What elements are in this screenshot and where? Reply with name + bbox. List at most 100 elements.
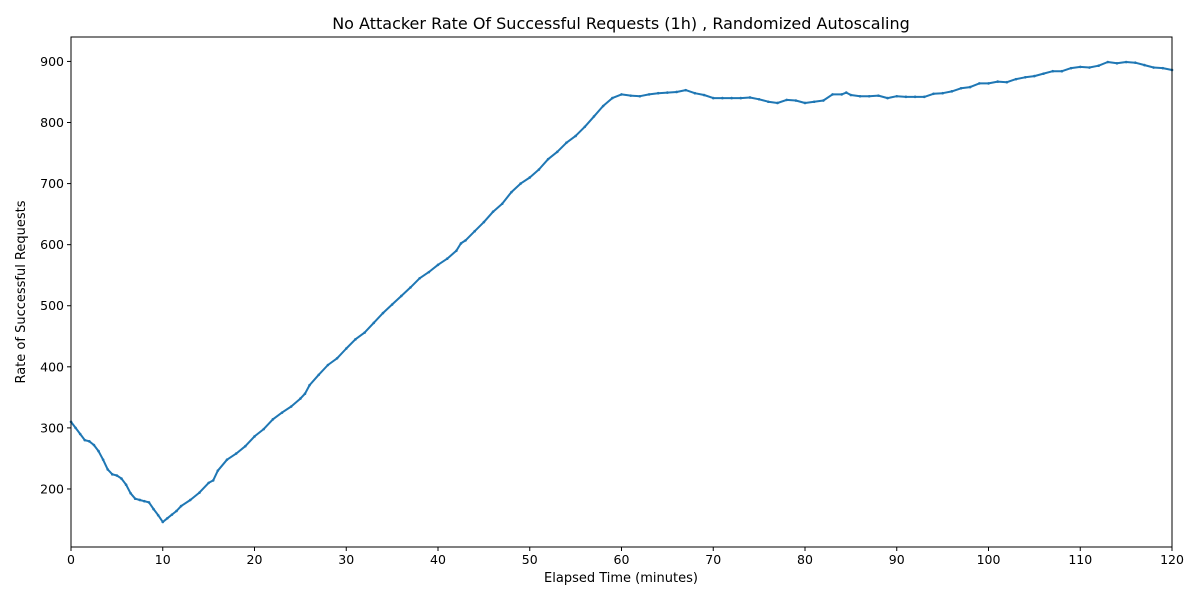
data-point — [528, 176, 532, 179]
data-point — [987, 82, 990, 85]
data-point — [1097, 64, 1100, 68]
y-tick-label: 700 — [40, 176, 64, 191]
x-tick-label: 100 — [977, 552, 1001, 567]
series-line-group — [69, 60, 1174, 524]
x-tick-label: 60 — [614, 552, 630, 567]
data-point — [308, 383, 311, 387]
y-tick-label: 900 — [40, 54, 64, 69]
data-point — [840, 93, 843, 96]
x-axis-label: Elapsed Time (minutes) — [544, 571, 698, 586]
data-point — [459, 242, 463, 245]
data-point — [730, 96, 733, 100]
data-point — [344, 347, 348, 350]
data-point — [922, 95, 926, 99]
y-tick-label: 600 — [40, 237, 64, 252]
data-point — [280, 411, 284, 414]
data-point — [1051, 69, 1055, 73]
data-point — [767, 100, 770, 104]
data-point — [592, 115, 596, 118]
data-point — [234, 452, 238, 455]
data-point — [638, 94, 642, 98]
data-point — [1161, 66, 1165, 70]
data-point — [546, 157, 550, 161]
data-point — [932, 92, 935, 96]
data-point — [303, 392, 307, 395]
data-point — [748, 96, 752, 99]
data-point — [161, 520, 165, 524]
data-point — [179, 504, 183, 508]
data-point — [78, 432, 82, 436]
data-point — [519, 182, 522, 185]
x-tick-label: 90 — [889, 552, 905, 567]
data-point — [1134, 61, 1137, 64]
data-point — [400, 294, 403, 298]
data-point — [110, 473, 114, 476]
data-point — [877, 94, 880, 97]
data-point — [216, 469, 220, 472]
data-point — [170, 513, 174, 516]
data-point — [693, 91, 697, 95]
data-point — [445, 257, 449, 261]
data-point — [335, 356, 339, 360]
data-point — [500, 202, 504, 206]
data-point — [574, 134, 577, 138]
data-point — [92, 443, 96, 447]
data-point — [455, 249, 458, 253]
data-point — [409, 286, 412, 289]
y-tick-label: 200 — [40, 481, 64, 496]
x-tick-label: 10 — [155, 552, 171, 567]
data-point — [941, 91, 944, 95]
data-point — [996, 80, 999, 83]
data-point — [1014, 77, 1018, 81]
data-point — [129, 491, 132, 495]
data-point — [647, 93, 651, 96]
y-axis: 200 300 400 500 600 700 800 900 — [40, 54, 71, 496]
data-point — [1023, 76, 1027, 79]
data-point — [491, 210, 495, 213]
y-tick-label: 400 — [40, 359, 64, 374]
data-point — [794, 99, 798, 102]
x-tick-label: 110 — [1068, 552, 1092, 567]
data-point — [844, 91, 848, 94]
data-point — [968, 85, 972, 89]
data-point — [97, 449, 100, 453]
data-point — [895, 94, 899, 98]
data-point — [482, 220, 486, 224]
data-point — [904, 95, 908, 99]
chart-title: No Attacker Rate Of Successful Requests … — [332, 14, 910, 33]
data-point — [138, 498, 142, 502]
y-axis-label: Rate of Successful Requests — [14, 200, 29, 383]
data-point — [124, 483, 128, 487]
x-tick-label: 50 — [522, 552, 538, 567]
data-point — [198, 491, 201, 494]
data-point — [106, 468, 109, 471]
data-point — [188, 498, 192, 502]
data-point — [354, 338, 357, 341]
data-point — [152, 507, 155, 511]
data-point — [1088, 66, 1091, 69]
data-point — [101, 458, 105, 461]
data-point — [175, 509, 178, 513]
data-point — [978, 82, 981, 85]
data-point — [390, 303, 394, 306]
data-point — [785, 98, 788, 102]
data-point — [721, 96, 724, 100]
data-point — [1078, 65, 1082, 69]
data-point — [1060, 69, 1064, 73]
data-point — [803, 101, 807, 105]
data-point — [537, 168, 541, 171]
data-point — [867, 94, 871, 98]
y-tick-label: 300 — [40, 420, 64, 435]
data-point — [436, 263, 440, 267]
x-tick-label: 40 — [430, 552, 446, 567]
y-tick-label: 800 — [40, 115, 64, 130]
data-point — [913, 95, 917, 99]
data-point — [1106, 60, 1110, 64]
y-tick-label: 500 — [40, 298, 64, 313]
data-point — [950, 90, 954, 93]
x-tick-label: 80 — [797, 552, 813, 567]
data-point — [1152, 66, 1155, 69]
data-point — [1124, 60, 1128, 64]
data-point — [225, 458, 229, 461]
